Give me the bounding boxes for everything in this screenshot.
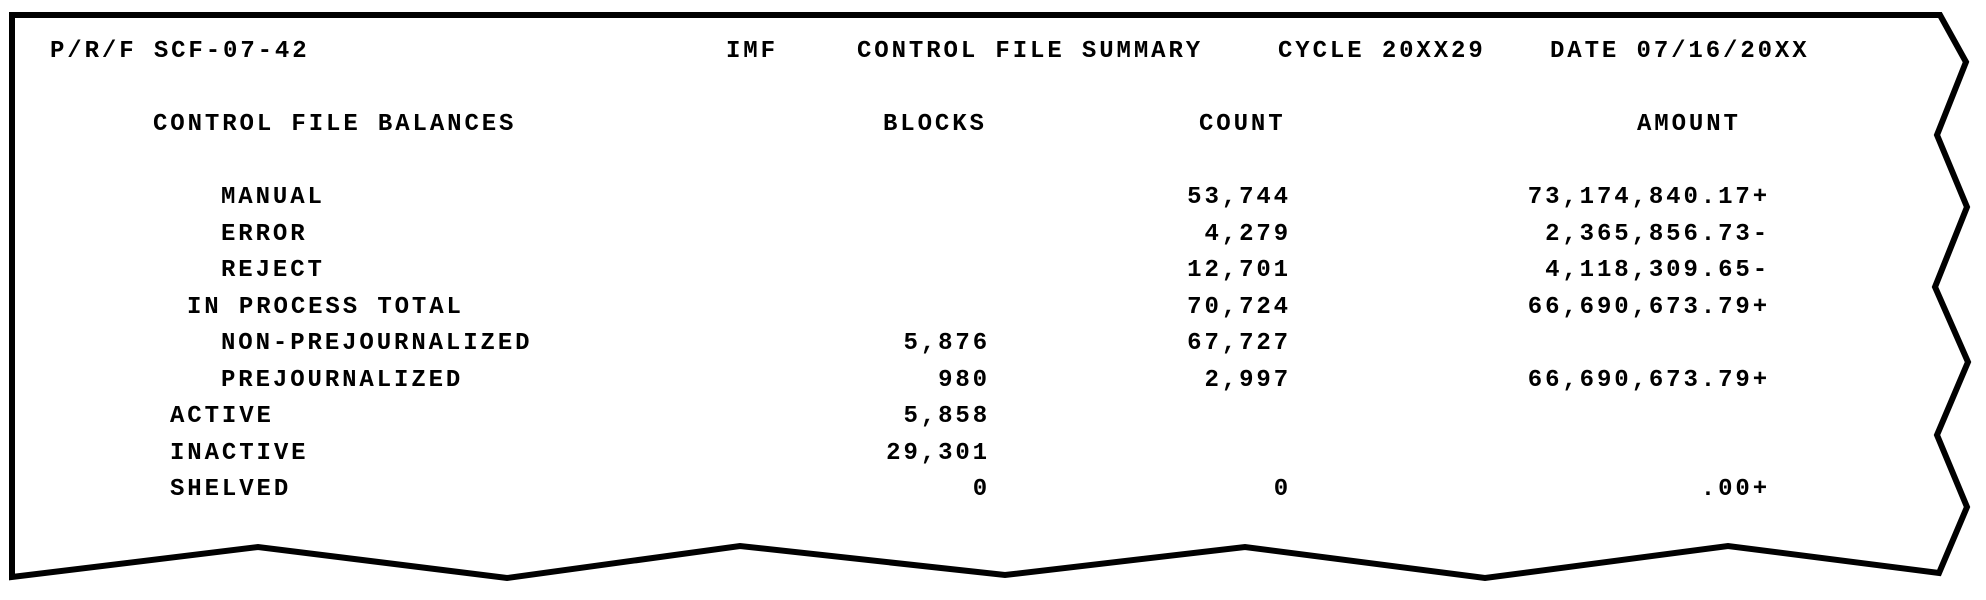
report-header-row: P/R/F SCF-07-42 IMF CONTROL FILE SUMMARY… bbox=[0, 40, 1986, 72]
section-header: CONTROL FILE BALANCES bbox=[153, 111, 517, 138]
table-row: MANUAL 53,744 73,174,840.17+ bbox=[0, 186, 1986, 218]
row-label: ERROR bbox=[221, 220, 308, 248]
table-row: IN PROCESS TOTAL 70,724 66,690,673.79+ bbox=[0, 293, 1986, 328]
row-label: ACTIVE bbox=[170, 403, 274, 430]
row-label: NON-PREJOURNALIZED bbox=[221, 330, 533, 357]
row-label: MANUAL bbox=[221, 184, 325, 211]
table-row: SHELVED 0 0 .00+ bbox=[0, 478, 1986, 510]
row-blocks-value: 980 bbox=[938, 366, 990, 394]
row-amount-value: 73,174,840.17+ bbox=[1527, 184, 1770, 211]
report-file-type: IMF bbox=[726, 38, 778, 65]
row-blocks-value: 29,301 bbox=[886, 439, 990, 467]
row-blocks-value: 5,858 bbox=[903, 403, 990, 430]
report-id: P/R/F SCF-07-42 bbox=[50, 38, 310, 65]
column-header-blocks: BLOCKS bbox=[883, 111, 987, 138]
table-row: ERROR 4,279 2,365,856.73- bbox=[0, 220, 1986, 255]
row-count-value: 4,279 bbox=[1204, 220, 1291, 248]
row-label: IN PROCESS TOTAL bbox=[187, 293, 464, 321]
row-count-value: 0 bbox=[1273, 476, 1291, 503]
row-amount-value: 66,690,673.79+ bbox=[1527, 293, 1770, 321]
table-row: REJECT 12,701 4,118,309.65- bbox=[0, 259, 1986, 291]
table-row: INACTIVE 29,301 bbox=[0, 439, 1986, 474]
row-label: INACTIVE bbox=[170, 439, 309, 467]
row-amount-value: 2,365,856.73- bbox=[1545, 220, 1770, 248]
report-title: CONTROL FILE SUMMARY bbox=[857, 38, 1204, 65]
row-amount-value: .00+ bbox=[1700, 476, 1770, 503]
row-blocks-value: 0 bbox=[972, 476, 990, 503]
column-header-row: CONTROL FILE BALANCES BLOCKS COUNT AMOUN… bbox=[0, 113, 1986, 145]
report-date: DATE 07/16/20XX bbox=[1550, 38, 1810, 65]
table-row: PREJOURNALIZED 980 2,997 66,690,673.79+ bbox=[0, 366, 1986, 401]
row-amount-value: 4,118,309.65- bbox=[1545, 257, 1770, 284]
row-label: SHELVED bbox=[170, 476, 292, 503]
row-count-value: 67,727 bbox=[1187, 330, 1291, 357]
row-count-value: 70,724 bbox=[1187, 293, 1291, 321]
row-count-value: 53,744 bbox=[1187, 184, 1291, 211]
table-row: ACTIVE 5,858 bbox=[0, 405, 1986, 437]
row-label: REJECT bbox=[221, 257, 325, 284]
row-amount-value: 66,690,673.79+ bbox=[1527, 366, 1770, 394]
column-header-amount: AMOUNT bbox=[1637, 111, 1741, 138]
column-header-count: COUNT bbox=[1199, 111, 1286, 138]
row-blocks-value: 5,876 bbox=[903, 330, 990, 357]
table-row: NON-PREJOURNALIZED 5,876 67,727 bbox=[0, 332, 1986, 364]
row-label: PREJOURNALIZED bbox=[221, 366, 464, 394]
report-cycle: CYCLE 20XX29 bbox=[1278, 38, 1486, 65]
row-count-value: 12,701 bbox=[1187, 257, 1291, 284]
row-count-value: 2,997 bbox=[1204, 366, 1291, 394]
